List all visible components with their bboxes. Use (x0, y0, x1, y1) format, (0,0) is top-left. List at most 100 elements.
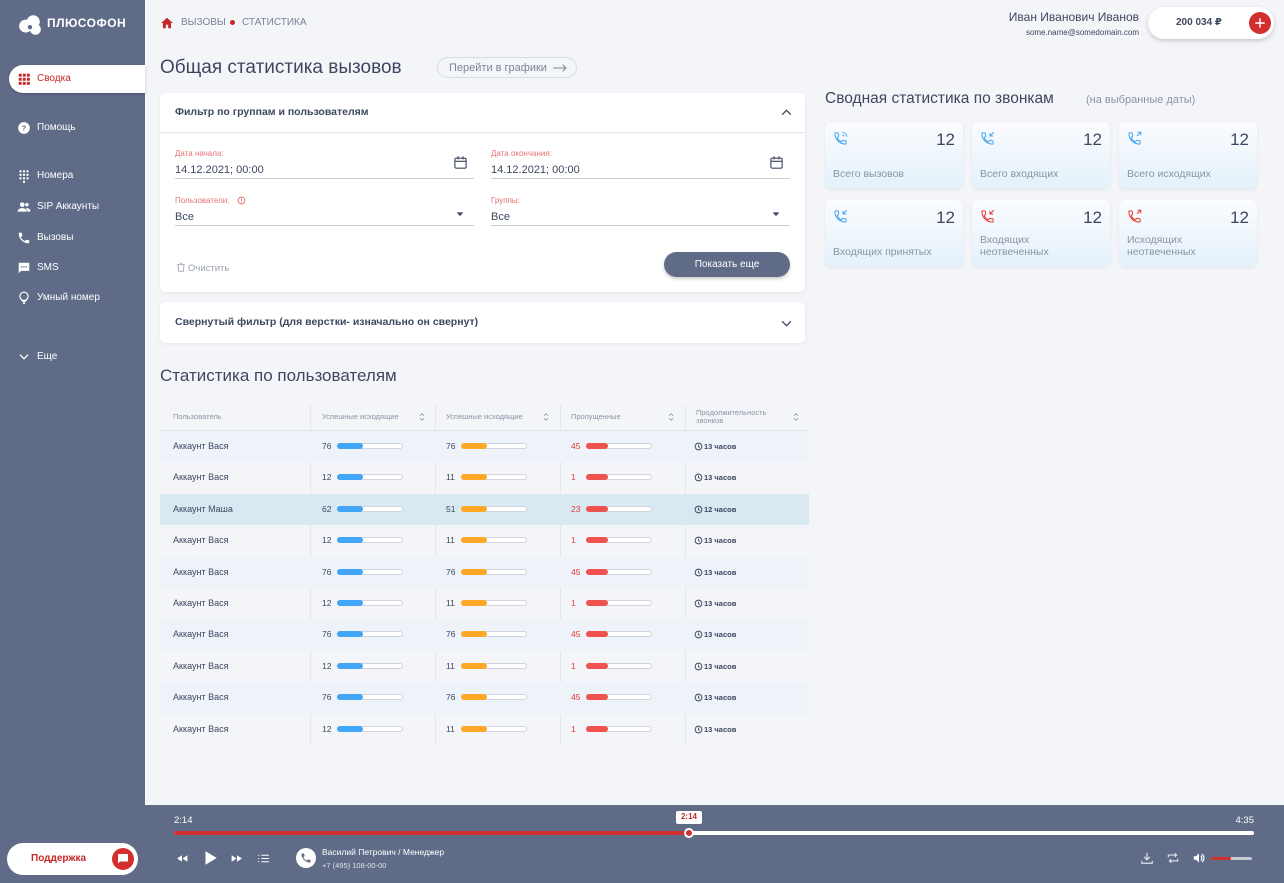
icon-shape (17, 208, 27, 212)
repeat-button[interactable] (1166, 851, 1180, 865)
field-value[interactable]: 14.12.2021; 00:00 (491, 164, 580, 176)
forward-button[interactable] (230, 852, 243, 865)
playlist-button[interactable] (257, 852, 270, 865)
icon-shape (22, 73, 26, 77)
table-row[interactable]: Аккаунт Вася 76 76 45 13 часов (160, 619, 809, 651)
progress-fill (337, 600, 363, 606)
table-row[interactable]: Аккаунт Вася 76 76 45 13 часов (160, 431, 809, 463)
table-row[interactable]: Аккаунт Вася 12 11 1 13 часов (160, 462, 809, 493)
table-row[interactable]: Аккаунт Вася 12 11 1 13 часов (160, 588, 809, 619)
icon-shape (258, 854, 269, 863)
stat-card: 12 Входящих неотвеченных (972, 200, 1110, 267)
table-row[interactable]: Аккаунт Вася 12 11 1 13 часов (160, 714, 809, 745)
table-row[interactable]: Аккаунт Маша 62 51 23 12 часов (160, 493, 809, 526)
icon-shape (698, 507, 700, 511)
duration-cell: 13 часов (704, 473, 737, 483)
progress-track[interactable] (174, 831, 1254, 835)
volume-button[interactable] (1192, 851, 1206, 865)
icon-shape (989, 209, 995, 215)
column-header[interactable]: Продолжительность звонков (696, 408, 767, 426)
stat-value: 12 (1083, 130, 1102, 149)
nav-label: Умный номер (37, 292, 100, 303)
count-cell: 12 (322, 723, 332, 734)
nav-item[interactable]: Вызовы (9, 224, 145, 252)
table-row[interactable]: Аккаунт Вася 76 76 45 13 часов (160, 682, 809, 714)
charts-button[interactable]: Перейти в графики (437, 57, 577, 78)
icon-shape (26, 81, 30, 85)
volume-track[interactable] (1211, 857, 1252, 860)
nav-item[interactable]: Сводка (9, 65, 145, 93)
breadcrumb-item[interactable]: ВЫЗОВЫ (181, 17, 226, 28)
download-button[interactable] (1140, 851, 1154, 865)
icon-shape (1167, 852, 1179, 864)
breadcrumb-dot (230, 20, 235, 25)
play-button[interactable] (201, 849, 219, 867)
stat-card: 12 Всего входящих (972, 122, 1110, 189)
stat-card: 12 Всего вызовов (825, 122, 963, 189)
nav-item[interactable]: ? Помощь (9, 114, 145, 142)
column-header[interactable]: Успешные исходящие (446, 412, 523, 421)
icon-shape (25, 202, 29, 207)
icon-shape (834, 132, 847, 145)
nav-icon (18, 73, 30, 85)
user-name-cell: Аккаунт Вася (173, 629, 229, 640)
nav-icon (19, 354, 29, 360)
submit-button[interactable]: Показать еще (664, 252, 790, 277)
icon-shape (981, 210, 994, 223)
progress-fill (337, 568, 363, 575)
current-time: 2:14 (174, 815, 193, 826)
progress-fill (586, 631, 608, 638)
add-button[interactable] (1249, 12, 1271, 34)
duration-cell: 13 часов (704, 724, 737, 734)
clock-icon (694, 631, 703, 639)
icon-shape (205, 851, 217, 865)
clear-link[interactable]: Очистить (188, 263, 230, 274)
nav-icon (19, 291, 29, 304)
progress-track (586, 694, 652, 701)
progress-track (586, 568, 652, 575)
field-value[interactable]: Все (175, 211, 194, 223)
summary-title: Сводная статистика по звонкам (825, 90, 1054, 107)
count-cell: 1 (571, 723, 576, 734)
field-value[interactable]: Все (491, 211, 510, 223)
nav-item[interactable]: SIP Аккаунты (9, 193, 145, 221)
column-header[interactable]: Успешные исходящие (322, 412, 399, 421)
table-row[interactable]: Аккаунт Вася 12 11 1 13 часов (160, 525, 809, 556)
marker-label: 2:14 (680, 812, 697, 821)
icon-shape (26, 177, 29, 180)
table-row[interactable]: Аккаунт Вася 12 11 1 13 часов (160, 651, 809, 682)
collapsed-filter[interactable]: Свернутый фильтр (для верстки- изначальн… (160, 302, 805, 343)
stat-label: Исходящих неотвеченных (1127, 233, 1196, 258)
icon-shape (22, 173, 26, 176)
icon-shape (553, 64, 567, 72)
icon-shape (694, 662, 703, 671)
progress-track (461, 505, 527, 512)
count-cell: 76 (322, 566, 332, 577)
duration-cell: 13 часов (704, 442, 737, 451)
stat-value: 12 (1230, 130, 1249, 149)
count-cell: 76 (322, 629, 332, 640)
balance-pill[interactable]: 200 034 ₽ (1148, 7, 1274, 39)
icon-shape (18, 122, 30, 134)
column-header[interactable]: Пропущенные (571, 412, 621, 421)
icon-shape (237, 196, 246, 205)
rewind-button[interactable] (176, 852, 189, 865)
logo-text: ПЛЮСОФОН (47, 16, 127, 30)
breadcrumb-item[interactable]: СТАТИСТИКА (242, 17, 307, 28)
call-icon (1128, 131, 1142, 145)
support-button[interactable]: Поддержка (7, 843, 138, 875)
nav-item[interactable]: Еще (9, 343, 145, 371)
user-name-cell: Аккаунт Вася (173, 472, 229, 483)
count-cell: 76 (446, 629, 456, 640)
table-row[interactable]: Аккаунт Вася 76 76 45 13 часов (160, 556, 809, 588)
nav-item[interactable]: SMS (9, 254, 145, 282)
icon-shape (981, 132, 994, 145)
nav-item[interactable]: Номера (9, 162, 145, 190)
icon-shape (842, 209, 848, 215)
progress-track (337, 694, 403, 701)
field-value[interactable]: 14.12.2021; 00:00 (175, 164, 264, 176)
progress-knob[interactable] (684, 828, 694, 838)
nav-item[interactable]: Умный номер (9, 284, 145, 312)
progress-track (586, 443, 652, 449)
